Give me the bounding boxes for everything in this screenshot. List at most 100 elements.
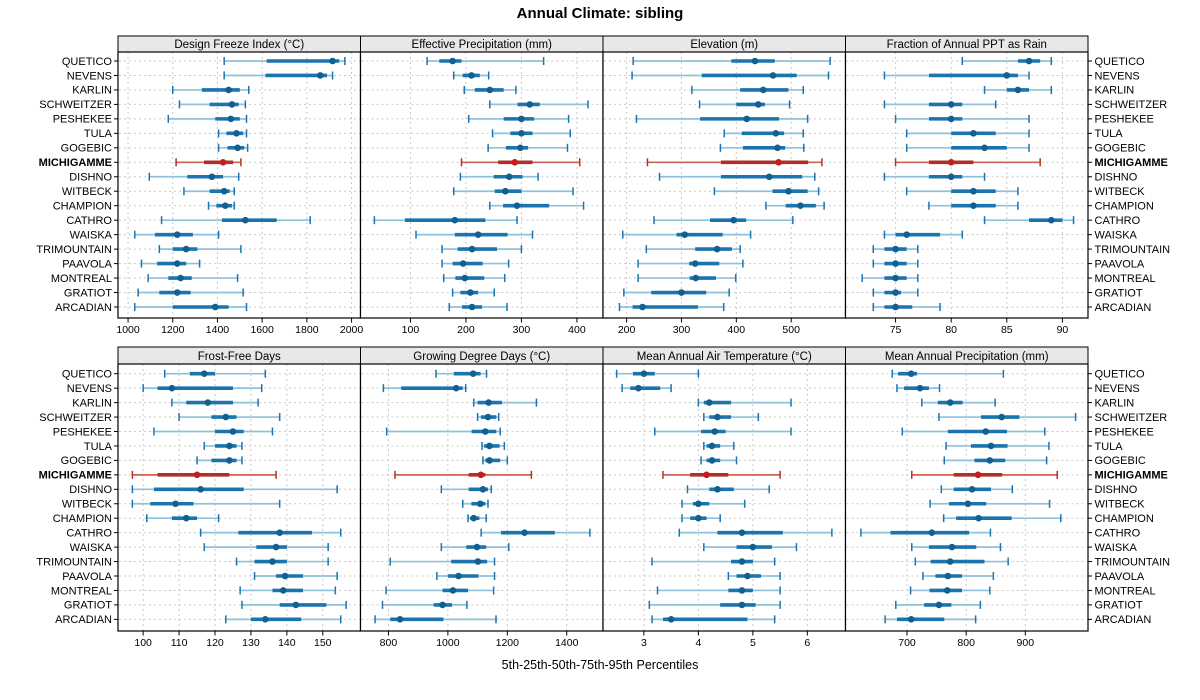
median-dot <box>197 486 204 493</box>
percentile-row-gratiot <box>872 288 919 297</box>
percentile-row-arcadian <box>448 302 508 311</box>
site-label-left: KARLIN <box>72 85 112 97</box>
median-dot <box>172 500 179 508</box>
axis-tick-label: 1200 <box>161 324 185 336</box>
percentile-row-gratiot <box>137 288 244 297</box>
site-label-left: SCHWEITZER <box>39 99 112 111</box>
median-dot <box>226 442 233 450</box>
median-dot <box>513 202 521 209</box>
percentile-row-gratiot <box>381 600 468 609</box>
median-dot <box>947 173 955 181</box>
percentile-row-arcadian <box>651 615 776 624</box>
site-label-right: ARCADIAN <box>1095 302 1152 314</box>
median-dot <box>455 572 462 580</box>
percentile-row-paavola <box>140 259 201 268</box>
panel-background <box>603 52 846 318</box>
site-label-left: QUETICO <box>62 56 113 68</box>
median-dot <box>502 187 509 195</box>
site-label-left: CATHRO <box>66 215 112 227</box>
panel-mean-annual-precipitation-mm: Mean Annual Precipitation (mm) 700 800 900 <box>844 346 1089 649</box>
panel-title: Design Freeze Index (°C) <box>174 39 304 51</box>
site-labels-row-0: QUETICO QUETICO NEVENS NEVENS KARLIN KARLIN SC… <box>36 56 1170 314</box>
median-dot <box>678 289 685 296</box>
percentile-row-montreal <box>909 586 991 595</box>
percentile-row-tula <box>945 441 1050 450</box>
percentile-row-paavola <box>872 259 919 268</box>
site-label-right: TRIMOUNTAIN <box>1095 556 1171 568</box>
site-label-right: KARLIN <box>1095 85 1135 97</box>
median-dot <box>738 558 746 565</box>
axis-tick-label: 400 <box>728 324 746 336</box>
site-label-left: MONTREAL <box>51 585 112 597</box>
percentile-row-witbeck <box>452 187 574 196</box>
percentile-row-nevens <box>382 384 467 393</box>
percentile-row-trimountain <box>389 557 496 566</box>
percentile-row-trimountain <box>651 557 776 566</box>
median-dot <box>272 543 280 551</box>
site-label-right: GRATIOT <box>1095 600 1143 612</box>
median-dot <box>903 231 910 238</box>
site-label-right: CATHRO <box>1095 527 1141 539</box>
axis-tick-label: 1600 <box>250 324 274 336</box>
percentile-row-witbeck <box>713 187 820 196</box>
median-dot <box>486 86 494 94</box>
percentile-row-peshekee <box>167 114 248 123</box>
percentile-row-dishno <box>440 485 493 494</box>
median-dot <box>785 187 792 195</box>
median-dot <box>947 115 955 123</box>
median-dot <box>772 130 780 137</box>
percentile-row-gratiot <box>648 600 781 609</box>
percentile-row-michigamme <box>894 158 1041 167</box>
axis-tick-label: 1000 <box>116 324 140 336</box>
percentile-row-champion <box>928 201 1019 210</box>
site-label-right: GRATIOT <box>1095 287 1143 299</box>
median-dot <box>892 274 899 282</box>
median-dot <box>1003 72 1011 79</box>
panel-effective-precipitation-mm: Effective Precipitation (mm) 100 200 300 400 <box>359 35 604 336</box>
percentile-row-trimountain <box>441 245 523 254</box>
percentile-row-champion <box>145 514 220 523</box>
axis-tick-label: 75 <box>890 324 902 336</box>
site-label-right: MICHIGAMME <box>1095 157 1168 169</box>
site-label-left: WITBECK <box>62 499 113 511</box>
site-label-right: QUETICO <box>1095 369 1146 381</box>
site-label-left: TULA <box>84 441 113 453</box>
site-label-left: WAISKA <box>70 229 113 241</box>
percentile-row-schweitzer <box>883 100 997 109</box>
percentile-row-quetico <box>632 57 831 65</box>
percentile-row-peshekee <box>635 114 809 123</box>
percentile-row-witbeck <box>131 499 281 508</box>
percentile-row-karlin <box>691 85 805 94</box>
median-dot <box>484 413 492 421</box>
median-dot <box>744 572 751 580</box>
axis-tick-label: 85 <box>1001 324 1013 336</box>
percentile-row-dishno <box>459 172 539 181</box>
percentile-row-cathro <box>860 528 992 537</box>
panel-border <box>844 363 1089 632</box>
percentile-row-tula <box>723 129 805 138</box>
axis-tick-label: 1800 <box>295 324 319 336</box>
median-dot <box>948 543 956 551</box>
site-label-right: WAISKA <box>1095 229 1138 241</box>
median-dot <box>970 187 977 195</box>
percentile-row-paavola <box>436 572 496 580</box>
axis-tick-label: 150 <box>314 637 332 649</box>
axis-tick-label: 140 <box>278 637 296 649</box>
site-label-right: MONTREAL <box>1095 273 1156 285</box>
median-dot <box>759 86 767 94</box>
median-dot <box>474 231 482 238</box>
median-dot <box>219 158 227 166</box>
percentile-row-champion <box>681 514 721 523</box>
median-dot <box>281 572 289 580</box>
percentile-row-montreal <box>385 586 495 595</box>
percentile-row-michigamme <box>131 470 277 479</box>
percentile-row-witbeck <box>905 187 1019 196</box>
site-label-right: QUETICO <box>1095 56 1146 68</box>
median-dot <box>639 303 646 311</box>
median-dot <box>177 274 184 282</box>
percentile-row-tula <box>491 129 572 138</box>
site-label-right: DISHNO <box>1095 484 1138 496</box>
median-dot <box>234 144 241 152</box>
percentile-row-paavola <box>441 259 510 268</box>
